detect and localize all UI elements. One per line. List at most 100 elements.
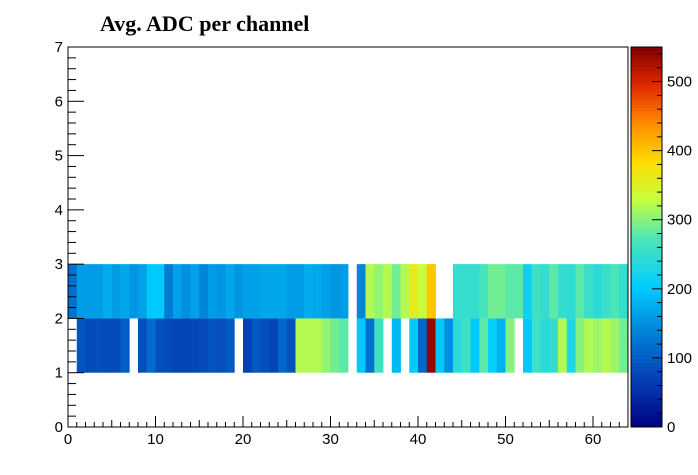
color-scale-step — [631, 233, 662, 238]
color-scale-step — [631, 123, 662, 128]
heatmap-bin — [619, 318, 629, 373]
heatmap-bin — [260, 318, 270, 373]
heatmap-bin — [313, 264, 323, 319]
heatmap-bin — [479, 318, 489, 373]
heatmap-bins — [68, 264, 629, 373]
color-scale-step — [631, 351, 662, 356]
color-scale-step — [631, 267, 662, 272]
y-tick-label: 7 — [55, 39, 63, 56]
color-scale-step — [631, 271, 662, 276]
color-scale-step — [631, 164, 662, 170]
heatmap-bin — [208, 318, 218, 373]
heatmap-bin — [496, 318, 506, 373]
heatmap-bin — [453, 264, 463, 319]
heatmap-bin — [85, 318, 95, 373]
color-scale-step — [631, 305, 662, 310]
x-axis: 0 10 20 30 40 50 60 — [64, 416, 629, 448]
color-scale-step — [631, 85, 662, 90]
heatmap-bin — [610, 318, 620, 373]
heatmap-bin — [234, 264, 244, 319]
heatmap-bin — [531, 264, 541, 319]
heatmap-bin — [225, 264, 235, 319]
color-scale-step — [631, 115, 662, 120]
y-tick-label: 2 — [55, 310, 63, 327]
heatmap-bin — [304, 264, 314, 319]
heatmap-bin — [479, 264, 489, 319]
heatmap-bin — [146, 318, 156, 373]
heatmap-bin — [321, 318, 331, 373]
heatmap-bin — [304, 318, 314, 373]
color-scale-step — [631, 316, 662, 322]
color-scale-step — [631, 373, 662, 379]
color-scale-step — [631, 229, 662, 234]
color-scale-step — [631, 206, 662, 211]
heatmap-bin — [251, 318, 261, 373]
heatmap-bin — [575, 264, 585, 319]
color-scale-step — [631, 100, 662, 105]
heatmap-bin — [540, 264, 550, 319]
heatmap-bin — [330, 318, 340, 373]
heatmap-bin — [164, 318, 174, 373]
color-scale-step — [631, 259, 662, 265]
heatmap-bin — [549, 318, 559, 373]
color-scale-step — [631, 145, 662, 151]
x-tick-label: 50 — [497, 431, 514, 448]
heatmap-bin — [164, 264, 174, 319]
color-scale-step — [631, 286, 662, 291]
heatmap-bin — [593, 264, 603, 319]
heatmap-bin — [103, 318, 113, 373]
color-scale-step — [631, 142, 662, 147]
heatmap-bin — [111, 264, 121, 319]
color-scale-step — [631, 66, 662, 71]
color-scale-step — [631, 275, 662, 280]
color-scale-step — [631, 183, 662, 189]
color-scale-step — [631, 358, 662, 363]
color-scale-step — [631, 408, 662, 413]
heatmap-bin — [190, 318, 200, 373]
heatmap-bin — [313, 318, 323, 373]
color-scale-step — [631, 69, 662, 75]
heatmap-bin — [566, 318, 576, 373]
color-scale-step — [631, 81, 662, 86]
y-tick-label: 3 — [55, 256, 63, 273]
heatmap-bin — [269, 318, 279, 373]
y-tick-label: 5 — [55, 148, 63, 165]
heatmap-bin — [286, 264, 296, 319]
heatmap-bin — [365, 264, 375, 319]
chart-title: Avg. ADC per channel — [100, 11, 309, 36]
heatmap-bin — [444, 318, 454, 373]
heatmap-bin — [505, 318, 515, 373]
heatmap-bin — [418, 264, 428, 319]
y-tick-label: 0 — [55, 419, 63, 436]
color-scale-step — [631, 347, 662, 352]
heatmap-bin — [278, 264, 288, 319]
color-scale-step — [631, 411, 662, 417]
color-scale-frame — [630, 46, 663, 428]
color-scale-step — [631, 328, 662, 333]
heatmap-bin — [295, 318, 305, 373]
color-scale-step — [631, 343, 662, 348]
heatmap-bin — [146, 264, 156, 319]
color-scale-step — [631, 320, 662, 325]
heatmap-bin — [461, 318, 471, 373]
color-scale-step — [631, 119, 662, 124]
color-scale-step — [631, 370, 662, 375]
heatmap-bin — [155, 318, 165, 373]
heatmap-bin — [339, 264, 349, 319]
heatmap-bin — [523, 318, 533, 373]
color-scale-step — [631, 157, 662, 162]
color-scale-step — [631, 339, 662, 344]
color-scale-step — [631, 415, 662, 420]
color-scale-step — [631, 244, 662, 249]
heatmap-bin — [216, 318, 226, 373]
heatmap-bin — [575, 318, 585, 373]
x-tick-label: 10 — [147, 431, 164, 448]
heatmap-bin — [435, 318, 445, 373]
heatmap-bin — [103, 264, 113, 319]
color-scale-step — [631, 385, 662, 390]
heatmap-bin — [488, 318, 498, 373]
heatmap-bin — [549, 264, 559, 319]
color-scale-step — [631, 88, 662, 94]
color-scale-step — [631, 301, 662, 306]
